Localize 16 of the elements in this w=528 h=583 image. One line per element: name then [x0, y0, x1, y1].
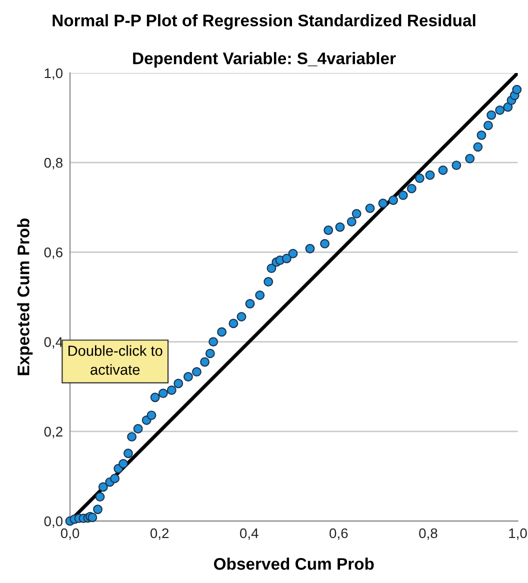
y-tick-label: 0,2 — [44, 426, 62, 438]
chart-title: Normal P-P Plot of Regression Standardized Residual — [52, 14, 476, 30]
y-axis-title: Expected Cum Prob — [17, 218, 33, 376]
y-tick-label: 0,8 — [44, 158, 62, 170]
y-tick-label: 1,0 — [44, 68, 63, 80]
annotation: Double-click to activate — [68, 345, 162, 375]
y-tick-label: 0,0 — [44, 516, 63, 528]
x-tick-label: 0,0 — [60, 528, 80, 540]
chart-subtitle: Dependent Variable: S_4variabler — [133, 52, 396, 68]
x-tick-label: 0,4 — [240, 528, 258, 540]
x-tick-label: 0,2 — [150, 528, 169, 540]
y-tick-label: 0,6 — [44, 248, 62, 260]
x-tick-label: 0,8 — [419, 528, 438, 540]
x-axis-title: Observed Cum Prob — [214, 558, 374, 570]
x-tick-label: 1,0 — [509, 528, 527, 540]
x-tick-label: 0,6 — [330, 528, 348, 540]
